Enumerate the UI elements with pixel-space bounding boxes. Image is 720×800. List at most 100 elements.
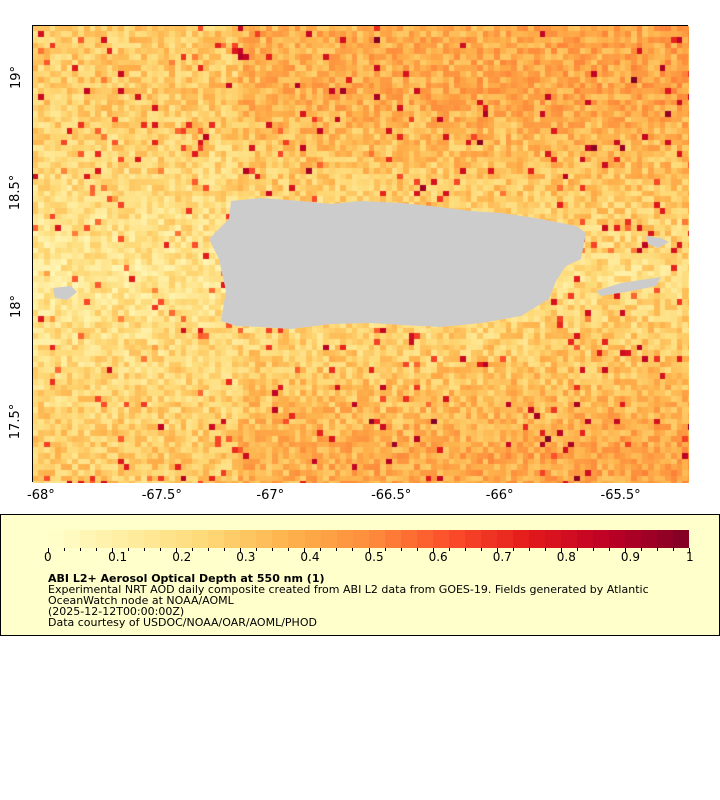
colorbar-tick — [336, 548, 338, 551]
colorbar-segment — [128, 530, 145, 548]
colorbar-tick — [320, 548, 322, 551]
colorbar-tick — [96, 548, 97, 551]
colorbar-segment — [112, 530, 129, 548]
colorbar-segment — [240, 530, 257, 548]
colorbar-tick — [128, 548, 130, 551]
colorbar-tick — [480, 548, 482, 551]
colorbar-segment — [480, 530, 497, 548]
colorbar-segment — [336, 530, 353, 548]
colorbar-tick — [689, 548, 690, 553]
colorbar-segment — [609, 530, 626, 548]
colorbar-segment — [641, 530, 658, 548]
colorbar-tick — [240, 548, 242, 553]
colorbar-tick — [176, 548, 178, 553]
legend-title: ABI L2+ Aerosol Optical Depth at 550 nm … — [48, 572, 325, 585]
legend-time: (2025-12-12T00:00:00Z) — [48, 605, 185, 618]
colorbar-tick-label: 0.7 — [492, 550, 512, 564]
colorbar-segment — [496, 530, 513, 548]
colorbar-segment — [96, 530, 113, 548]
colorbar-segment — [304, 530, 321, 548]
colorbar-tick-label: 0.4 — [300, 550, 320, 564]
colorbar-segment — [320, 530, 337, 548]
colorbar-tick-label: 0.2 — [172, 550, 192, 564]
land-mask — [53, 198, 669, 329]
colorbar-tick — [592, 548, 594, 551]
colorbar-tick — [112, 548, 114, 553]
lat-tick-label: 19° — [9, 65, 25, 90]
colorbar-tick — [208, 548, 210, 551]
vieques-island — [596, 277, 661, 296]
colorbar-tick — [512, 548, 514, 551]
legend-panel: 0 0.1 0.2 0.3 0.4 0.5 0.6 0.7 0.8 0.9 1 ABI L2+ Ae… — [0, 514, 720, 636]
legend-credit: Data courtesy of USDOC/NOAA/OAR/AOML/PHO… — [48, 616, 317, 629]
lon-tick-label: -66° — [485, 488, 514, 503]
colorbar-segment — [625, 530, 642, 548]
colorbar-tick — [544, 548, 546, 551]
colorbar-tick — [288, 548, 290, 551]
colorbar-tick — [384, 548, 386, 551]
colorbar-segment — [144, 530, 161, 548]
colorbar-tick — [624, 548, 626, 553]
colorbar-tick — [144, 548, 146, 551]
colorbar-segment — [593, 530, 610, 548]
colorbar-tick — [432, 548, 434, 553]
colorbar-segment — [416, 530, 433, 548]
colorbar-segment — [64, 530, 81, 548]
colorbar-segment — [288, 530, 305, 548]
colorbar-tick — [304, 548, 306, 553]
colorbar-tick — [64, 548, 65, 551]
colorbar-tick-label: 0.1 — [108, 550, 128, 564]
colorbar-segment — [400, 530, 417, 548]
colorbar-tick — [160, 548, 162, 551]
colorbar-tick — [496, 548, 498, 553]
colorbar-tick — [608, 548, 610, 551]
colorbar-tick-label: 0.3 — [236, 550, 256, 564]
colorbar-tick — [80, 548, 81, 551]
legend-description-1: Experimental NRT AOD daily composite cre… — [48, 583, 649, 596]
colorbar-tick — [672, 548, 674, 551]
colorbar-segment — [448, 530, 465, 548]
colorbar-segment — [272, 530, 289, 548]
colorbar-segment — [368, 530, 385, 548]
colorbar-tick — [400, 548, 402, 551]
colorbar-tick-label: 0.6 — [428, 550, 448, 564]
lon-tick-label: -68° — [27, 488, 55, 503]
colorbar-tick-label: 0.9 — [620, 550, 640, 564]
culebra-island — [646, 236, 669, 248]
colorbar-tick — [448, 548, 450, 551]
colorbar-segment — [224, 530, 241, 548]
colorbar-segment — [176, 530, 193, 548]
colorbar-segment — [160, 530, 177, 548]
colorbar-segment — [528, 530, 545, 548]
colorbar-tick-label: 0.8 — [556, 550, 576, 564]
colorbar-segment — [432, 530, 449, 548]
colorbar-tick — [48, 548, 49, 553]
colorbar-tick — [576, 548, 578, 551]
lat-tick-label: 18.5° — [8, 174, 24, 210]
lon-tick-label: -67.5° — [141, 488, 182, 503]
colorbar-segment — [512, 530, 529, 548]
mona-island — [53, 286, 77, 300]
colorbar-segment — [561, 530, 578, 548]
colorbar-segment — [673, 530, 690, 548]
colorbar-segment — [192, 530, 209, 548]
colorbar-tick — [640, 548, 642, 551]
colorbar-tick-label: 0 — [44, 550, 52, 564]
colorbar-tick-label: 1 — [686, 550, 694, 564]
colorbar-segment — [577, 530, 594, 548]
colorbar-tick — [368, 548, 370, 553]
colorbar-tick — [224, 548, 226, 551]
colorbar-tick — [656, 548, 658, 551]
colorbar-tick — [416, 548, 418, 551]
aod-map — [32, 25, 689, 483]
colorbar-segment — [352, 530, 369, 548]
colorbar-tick — [528, 548, 530, 551]
colorbar-tick — [352, 548, 354, 551]
colorbar-segment — [384, 530, 401, 548]
lon-tick-label: -66.5° — [371, 488, 412, 503]
colorbar-segment — [464, 530, 481, 548]
colorbar-segment — [80, 530, 97, 548]
colorbar-segment — [48, 530, 65, 548]
lat-tick-label: 18° — [9, 295, 25, 319]
colorbar-segment — [657, 530, 674, 548]
